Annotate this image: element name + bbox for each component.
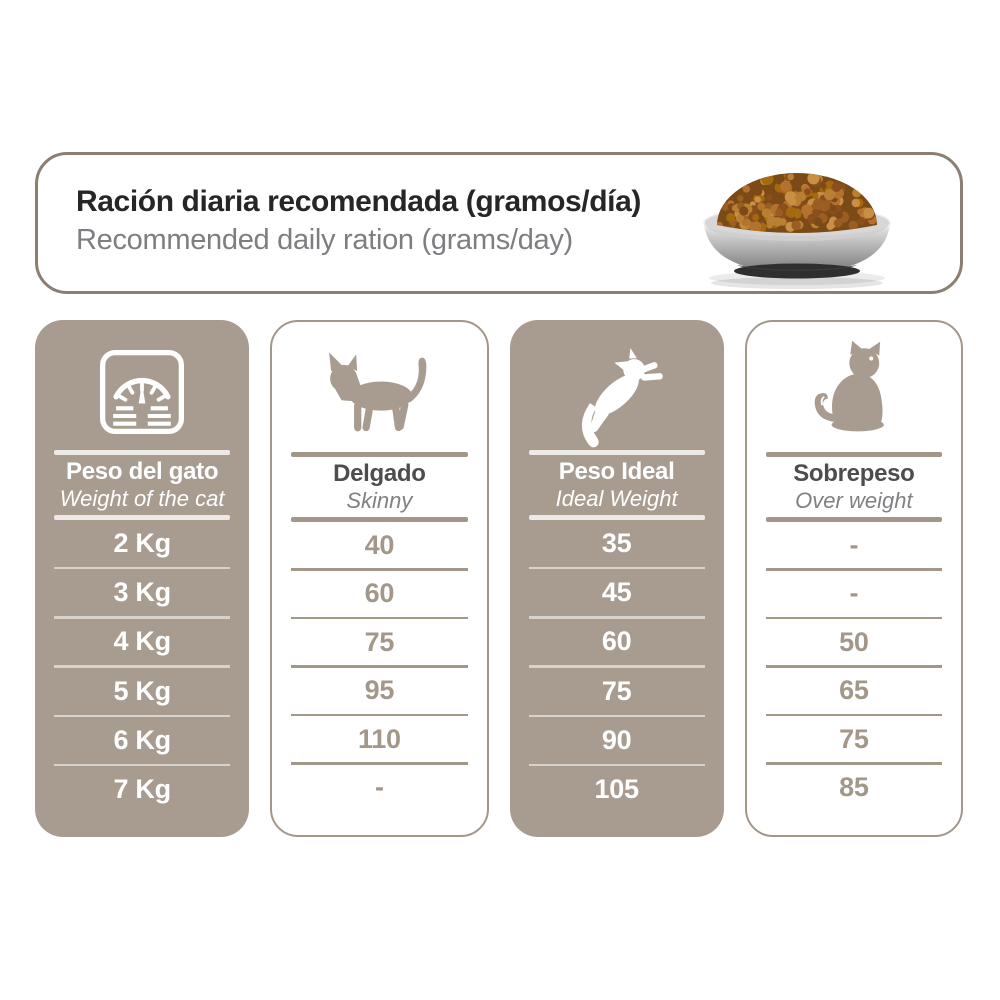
row-divider bbox=[765, 713, 942, 717]
table-cell: 85 bbox=[839, 772, 869, 803]
row-divider bbox=[291, 616, 468, 620]
table-cell: 105 bbox=[594, 774, 639, 805]
header-divider bbox=[291, 452, 468, 457]
table-cell: 95 bbox=[364, 675, 395, 706]
table-cell: 45 bbox=[601, 577, 632, 608]
page-subtitle: Recommended daily ration (grams/day) bbox=[76, 224, 573, 256]
column-ideal: Peso Ideal Ideal Weight 35 45 60 75 90 105 bbox=[509, 320, 724, 837]
column-skinny: Delgado Skinny 40 60 75 95 110 - bbox=[270, 320, 489, 837]
kibble-pile bbox=[717, 173, 877, 233]
icon-area bbox=[272, 322, 486, 452]
table-cell: 5 Kg bbox=[113, 675, 171, 706]
row-divider bbox=[54, 566, 231, 570]
table-cell: 2 Kg bbox=[113, 527, 171, 558]
row-divider bbox=[765, 762, 942, 765]
header-divider bbox=[54, 450, 231, 455]
header-box: Ración diaria recomendada (gramos/día) R… bbox=[35, 152, 963, 294]
column-subtitle: Skinny bbox=[346, 487, 413, 513]
bowl-front-lip bbox=[706, 225, 888, 241]
header-divider bbox=[528, 450, 705, 455]
bowl-reflection bbox=[711, 277, 883, 289]
row-divider bbox=[291, 665, 468, 668]
weight-scale-icon bbox=[100, 350, 185, 434]
row-divider bbox=[54, 714, 231, 717]
icon-area bbox=[35, 320, 249, 450]
column-title: Peso Ideal bbox=[558, 458, 675, 486]
table-cell: - bbox=[849, 578, 859, 609]
header-titles: Ración diaria recomendada (gramos/día) R… bbox=[76, 185, 641, 257]
row-divider bbox=[528, 665, 705, 668]
column-subtitle: Over weight bbox=[795, 487, 913, 513]
row-divider bbox=[528, 566, 705, 570]
table-cell: - bbox=[849, 529, 859, 560]
table-cell: 75 bbox=[601, 675, 632, 706]
table-cell: 65 bbox=[839, 675, 869, 706]
row-divider bbox=[765, 568, 942, 571]
table-cell: 50 bbox=[839, 626, 869, 657]
row-divider bbox=[765, 665, 942, 668]
row-divider bbox=[291, 762, 468, 765]
table-cell: 90 bbox=[601, 724, 632, 755]
row-divider bbox=[291, 713, 468, 717]
table-cell: 40 bbox=[364, 529, 395, 560]
table-rows: 35 45 60 75 90 105 bbox=[510, 520, 724, 837]
table-cell: 75 bbox=[364, 626, 395, 657]
food-bowl-image bbox=[703, 173, 891, 289]
feeding-table: Peso del gato Weight of the cat 2 Kg 3 Kg… bbox=[35, 320, 963, 837]
table-cell: 60 bbox=[601, 626, 632, 657]
column-weight: Peso del gato Weight of the cat 2 Kg 3 Kg… bbox=[35, 320, 250, 837]
table-cell: 6 Kg bbox=[113, 724, 171, 755]
walking-cat-icon bbox=[329, 352, 427, 432]
table-rows: - - 50 65 75 85 bbox=[747, 522, 961, 835]
row-divider bbox=[54, 616, 231, 619]
column-subtitle: Ideal Weight bbox=[555, 485, 678, 511]
table-cell: 35 bbox=[601, 527, 632, 558]
row-divider bbox=[528, 714, 705, 717]
page-title: Ración diaria recomendada (gramos/día) bbox=[76, 185, 641, 218]
table-rows: 40 60 75 95 110 - bbox=[272, 522, 486, 835]
table-cell: - bbox=[375, 772, 384, 803]
row-divider bbox=[528, 616, 705, 619]
header-divider bbox=[528, 515, 705, 520]
column-title: Delgado bbox=[333, 460, 426, 488]
row-divider bbox=[291, 568, 468, 571]
row-divider bbox=[528, 763, 705, 767]
table-cell: 3 Kg bbox=[113, 577, 171, 608]
header-divider bbox=[765, 452, 942, 457]
table-rows: 2 Kg 3 Kg 4 Kg 5 Kg 6 Kg 7 Kg bbox=[35, 520, 249, 837]
sitting-cat-icon bbox=[814, 340, 884, 432]
column-title: Sobrepeso bbox=[793, 460, 915, 488]
header-divider bbox=[54, 515, 231, 520]
header-divider bbox=[291, 517, 468, 522]
row-divider bbox=[54, 763, 231, 767]
column-subtitle: Weight of the cat bbox=[59, 485, 225, 511]
column-title: Peso del gato bbox=[66, 458, 219, 486]
row-divider bbox=[54, 665, 231, 668]
jumping-cat-icon bbox=[581, 348, 663, 448]
header-divider bbox=[765, 517, 942, 522]
table-cell: 4 Kg bbox=[113, 626, 171, 657]
table-cell: 60 bbox=[364, 578, 395, 609]
icon-area bbox=[510, 320, 724, 450]
table-cell: 110 bbox=[358, 723, 401, 754]
row-divider bbox=[765, 616, 942, 620]
table-cell: 7 Kg bbox=[113, 774, 171, 805]
icon-area bbox=[747, 322, 961, 452]
column-overweight: Sobrepeso Over weight - - 50 65 75 85 bbox=[744, 320, 963, 837]
table-cell: 75 bbox=[839, 723, 869, 754]
